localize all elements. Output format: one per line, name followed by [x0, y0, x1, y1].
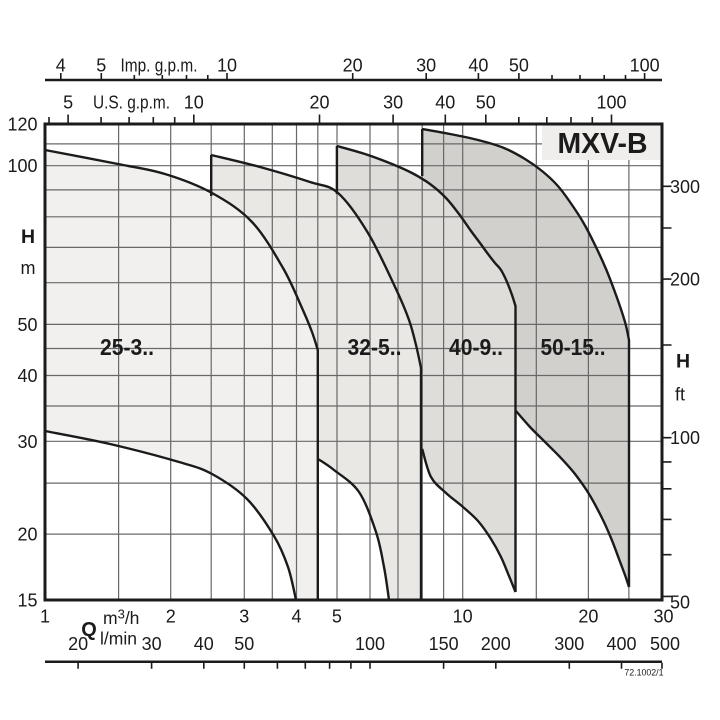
svg-text:100: 100	[7, 156, 37, 176]
svg-text:32-5..: 32-5..	[348, 334, 402, 360]
svg-text:50: 50	[234, 634, 254, 654]
svg-text:U.S. g.p.m.: U.S. g.p.m.	[93, 93, 170, 113]
svg-text:200: 200	[670, 270, 700, 290]
svg-text:Q: Q	[81, 619, 97, 641]
svg-text:20: 20	[68, 634, 88, 654]
svg-text:30: 30	[17, 432, 37, 452]
svg-text:20: 20	[309, 93, 329, 113]
svg-text:1: 1	[40, 607, 50, 627]
svg-text:300: 300	[670, 177, 700, 197]
svg-text:5: 5	[332, 607, 342, 627]
svg-text:5: 5	[96, 56, 106, 76]
svg-text:H: H	[676, 351, 690, 373]
svg-text:4: 4	[56, 56, 66, 76]
svg-text:50: 50	[509, 56, 529, 76]
svg-text:50-15..: 50-15..	[541, 334, 606, 360]
svg-text:40: 40	[435, 93, 455, 113]
svg-text:50: 50	[476, 93, 496, 113]
svg-text:10: 10	[184, 93, 204, 113]
svg-text:100: 100	[630, 56, 660, 76]
svg-text:50: 50	[670, 593, 690, 613]
svg-text:400: 400	[606, 634, 636, 654]
svg-text:100: 100	[596, 93, 626, 113]
svg-text:20: 20	[578, 607, 598, 627]
svg-text:200: 200	[481, 634, 511, 654]
svg-text:25-3..: 25-3..	[100, 334, 154, 360]
svg-text:72.1002/1: 72.1002/1	[624, 668, 663, 678]
svg-text:m: m	[21, 258, 36, 278]
svg-text:5: 5	[63, 93, 73, 113]
svg-text:20: 20	[343, 56, 363, 76]
svg-text:15: 15	[17, 591, 37, 611]
svg-text:20: 20	[17, 525, 37, 545]
svg-text:m3/h: m3/h	[103, 607, 139, 629]
svg-text:300: 300	[554, 634, 584, 654]
svg-text:40: 40	[17, 366, 37, 386]
svg-text:50: 50	[17, 315, 37, 335]
svg-text:Imp. g.p.m.: Imp. g.p.m.	[121, 56, 198, 76]
svg-text:2: 2	[166, 607, 176, 627]
svg-text:40: 40	[468, 56, 488, 76]
svg-text:30: 30	[142, 634, 162, 654]
svg-text:10: 10	[217, 56, 237, 76]
svg-text:100: 100	[355, 634, 385, 654]
svg-text:30: 30	[653, 607, 673, 627]
svg-text:150: 150	[429, 634, 459, 654]
svg-text:3: 3	[239, 607, 249, 627]
svg-text:40-9..: 40-9..	[449, 334, 503, 360]
svg-text:MXV-B: MXV-B	[558, 128, 648, 160]
svg-text:4: 4	[291, 607, 301, 627]
svg-text:H: H	[21, 226, 35, 248]
svg-text:500: 500	[650, 634, 680, 654]
svg-text:ft: ft	[675, 385, 685, 405]
svg-text:30: 30	[416, 56, 436, 76]
svg-text:100: 100	[670, 428, 700, 448]
svg-text:10: 10	[453, 607, 473, 627]
svg-text:40: 40	[194, 634, 214, 654]
svg-text:120: 120	[7, 115, 37, 135]
svg-text:l/min: l/min	[100, 629, 137, 649]
svg-text:30: 30	[383, 93, 403, 113]
